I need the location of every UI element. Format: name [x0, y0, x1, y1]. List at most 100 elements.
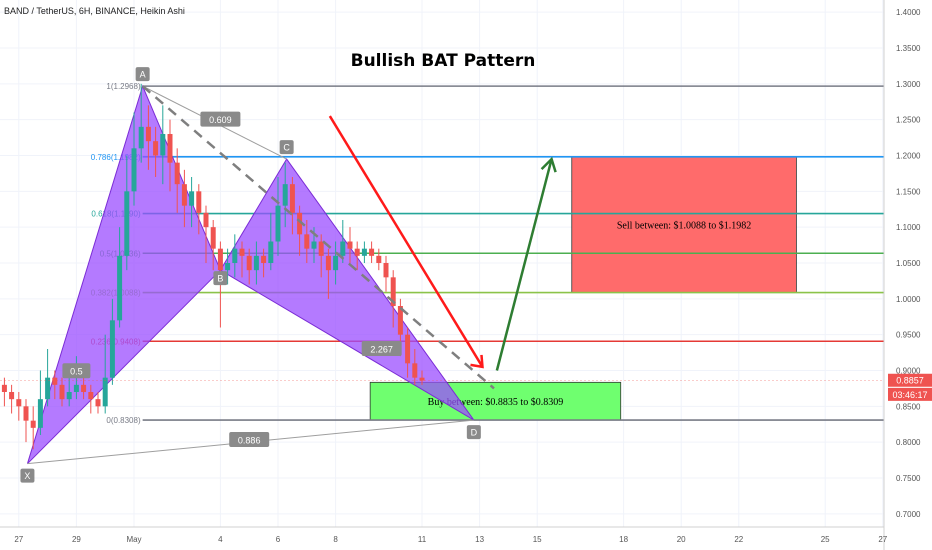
point-label-d-bg: [466, 425, 481, 440]
candle-body: [81, 384, 87, 392]
candle-body: [109, 320, 115, 378]
countdown-tag-bg: [888, 387, 932, 401]
price-tick-label: 0.9500: [896, 331, 921, 340]
symbol-header[interactable]: BAND / TetherUS, 6H, BINANCE, Heikin Ash…: [4, 6, 185, 16]
point-label-b: B: [217, 274, 223, 284]
candle-body: [333, 255, 339, 271]
price-tick-label: 1.3500: [896, 44, 921, 53]
price-tick-label: 1.3000: [896, 80, 921, 89]
time-tick-label: 4: [218, 535, 223, 544]
overlay-drawings: [141, 85, 557, 390]
ratio-label: 0.609: [209, 115, 232, 125]
candle-body: [1, 384, 7, 392]
price-tick-label: 1.1000: [896, 223, 921, 232]
point-label-x-bg: [20, 468, 35, 483]
candle-body: [210, 227, 216, 249]
candles: [1, 83, 425, 450]
candle-body: [289, 184, 295, 213]
ratio-label-bg: [229, 432, 270, 448]
candle-body: [376, 255, 382, 263]
sell-zone-label: Sell between: $1.0088 to $1.1982: [617, 221, 751, 232]
candle-body: [160, 134, 166, 156]
point-label-c: C: [283, 143, 290, 153]
candle-body: [73, 384, 79, 392]
candle-body: [253, 255, 259, 271]
point-label-x: X: [24, 471, 30, 481]
candle-body: [311, 241, 317, 249]
candle-body: [9, 392, 15, 400]
price-tick-label: 1.2000: [896, 152, 921, 161]
candle-body: [59, 384, 65, 400]
ratio-label: 0.5: [70, 367, 83, 377]
candle-body: [239, 248, 245, 256]
price-tick-label: 1.0000: [896, 295, 921, 304]
candle-body: [419, 377, 425, 381]
candle-body: [354, 248, 360, 256]
candle-body: [297, 212, 303, 235]
candle-body: [88, 392, 94, 400]
time-tick-label: 13: [475, 535, 484, 544]
green-up-arrow: [495, 158, 553, 371]
candle-body: [30, 420, 36, 428]
price-tick-label: 0.8000: [896, 438, 921, 447]
candle-body: [131, 148, 137, 192]
point-label-a: A: [140, 70, 146, 80]
time-tick-label: 6: [276, 535, 281, 544]
time-tick-label: 29: [72, 535, 81, 544]
candle-body: [397, 306, 403, 335]
red-arrow-head: [470, 354, 484, 369]
projection-dashed-line: [141, 85, 495, 390]
time-tick-label: 27: [14, 535, 23, 544]
candle-body: [390, 277, 396, 306]
candle-body: [304, 234, 310, 249]
time-axis[interactable]: 27 29 May 4 6 8 11 13 15 18 20 22 25 27: [14, 535, 887, 544]
candle-body: [37, 399, 43, 428]
trade-zones: Sell between: $1.0088 to $1.1982 Buy betw…: [369, 156, 797, 421]
candle-body: [225, 263, 231, 271]
current-price-tag-bg: [888, 373, 932, 387]
time-tick-label: 11: [418, 535, 427, 544]
fib-label: 0.786(1.1982): [91, 153, 141, 162]
candle-body: [124, 191, 130, 256]
time-tick-label: 18: [619, 535, 628, 544]
candle-body: [347, 241, 353, 249]
candle-body: [66, 392, 72, 400]
price-tick-label: 1.0500: [896, 259, 921, 268]
candle-body: [361, 248, 367, 256]
countdown-tag: 03:46:17: [892, 390, 927, 400]
chart-title: Bullish BAT Pattern: [351, 51, 536, 71]
time-tick-label: 27: [878, 535, 887, 544]
candle-body: [369, 248, 375, 256]
candle-body: [174, 162, 180, 185]
candle-body: [16, 399, 22, 407]
candle-body: [261, 255, 267, 263]
candle-body: [181, 184, 187, 206]
candle-body: [167, 134, 173, 163]
ratio-label: 2.267: [370, 345, 393, 355]
price-tick-label: 1.4000: [896, 8, 921, 17]
candle-body: [23, 406, 29, 421]
ratio-label-bg: [361, 341, 402, 356]
candle-body: [325, 255, 331, 271]
price-axis[interactable]: 1.4000 1.3500 1.3000 1.2500 1.2000 1.1500 1.10…: [896, 8, 921, 519]
candle-body: [138, 126, 144, 149]
candle-body: [102, 377, 108, 407]
candle-body: [52, 377, 58, 385]
candle-body: [275, 205, 281, 242]
green-arrow-head: [540, 156, 557, 173]
fib-label: 1(1.2968): [106, 82, 141, 91]
fib-label: 0(0.8308): [106, 416, 141, 425]
price-tick-label: 0.7000: [896, 510, 921, 519]
candle-body: [95, 399, 101, 407]
time-tick-label: May: [126, 535, 141, 544]
sell-zone: [571, 156, 797, 293]
candle-body: [217, 248, 223, 271]
ratio-label-bg: [200, 111, 241, 127]
candle-body: [189, 191, 195, 206]
time-tick-label: 20: [677, 535, 686, 544]
candle-body: [203, 212, 209, 228]
point-label-c-bg: [279, 140, 294, 155]
price-tick-label: 0.8500: [896, 402, 921, 411]
candle-body: [196, 191, 202, 213]
